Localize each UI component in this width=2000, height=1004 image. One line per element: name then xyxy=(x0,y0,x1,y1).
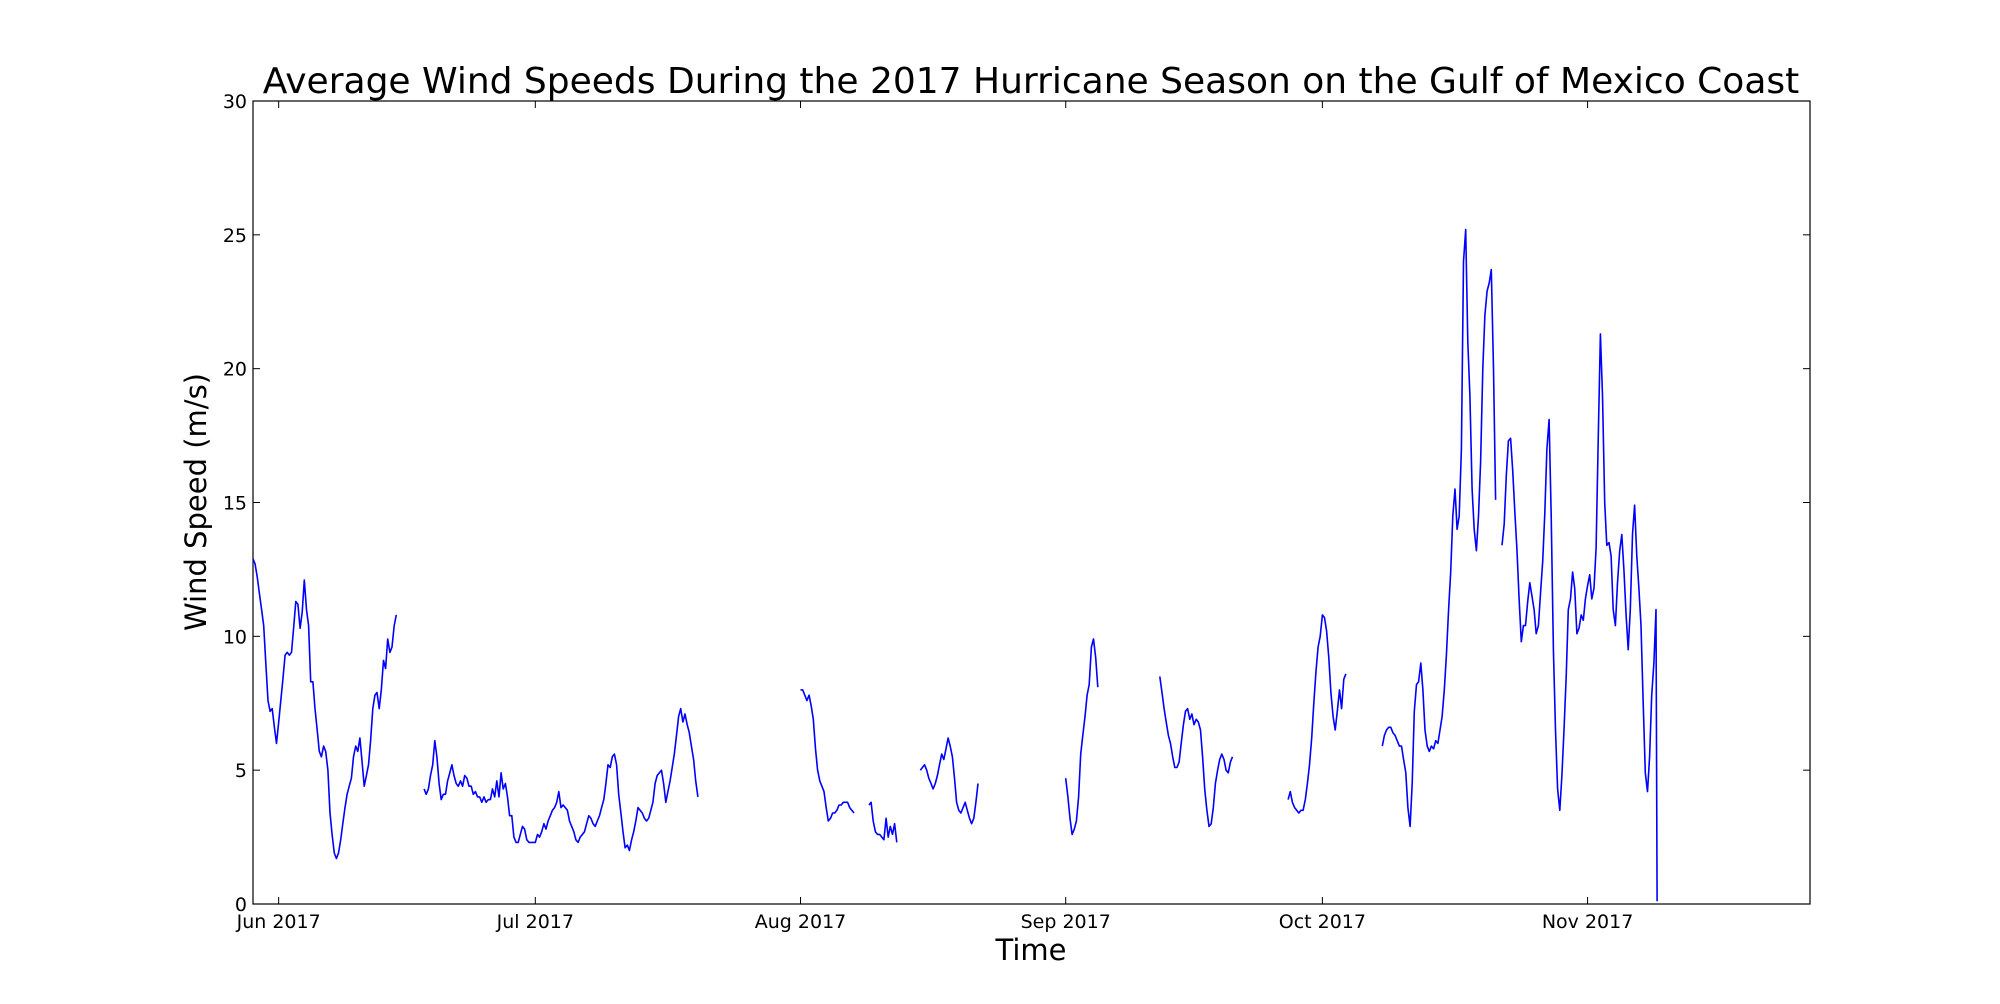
x-axis-title: Time xyxy=(995,933,1067,967)
y-tick-label: 15 xyxy=(223,493,247,515)
wind-speed-series xyxy=(252,228,1658,902)
chart-title: Average Wind Speeds During the 2017 Hurr… xyxy=(263,61,1800,102)
series-line-segment xyxy=(252,558,398,860)
y-axis-title: Wind Speed (m/s) xyxy=(179,373,213,631)
y-axis-ticks: 0 5 10 15 20 25 30 xyxy=(223,91,1810,916)
plot-area-frame xyxy=(252,100,1811,905)
y-tick-label: 5 xyxy=(235,760,247,782)
x-axis-ticks: Jun 2017 Jul 2017 Aug 2017 Sep 2017 Oct 2017… xyxy=(236,101,1633,933)
x-tick-label: Jun 2017 xyxy=(236,911,321,933)
series-line-segment xyxy=(919,737,979,825)
y-tick-label: 30 xyxy=(223,91,247,113)
series-line-segment xyxy=(1287,614,1347,814)
series-line-segment xyxy=(1381,228,1497,828)
y-tick-label: 10 xyxy=(223,626,247,648)
x-tick-label: Aug 2017 xyxy=(755,911,847,933)
x-tick-label: Jul 2017 xyxy=(496,911,574,933)
series-line-segment xyxy=(800,689,855,822)
y-tick-label: 25 xyxy=(223,225,247,247)
x-tick-label: Sep 2017 xyxy=(1021,911,1111,933)
y-tick-label: 20 xyxy=(223,359,247,381)
series-line-segment xyxy=(868,801,898,843)
series-line-segment xyxy=(1159,676,1234,828)
y-tick-label: 0 xyxy=(235,894,247,916)
x-tick-label: Oct 2017 xyxy=(1279,911,1366,933)
series-line-segment xyxy=(1501,333,1658,902)
series-line-segment xyxy=(423,707,699,852)
x-tick-label: Nov 2017 xyxy=(1542,911,1633,933)
series-line-segment xyxy=(1064,638,1099,836)
